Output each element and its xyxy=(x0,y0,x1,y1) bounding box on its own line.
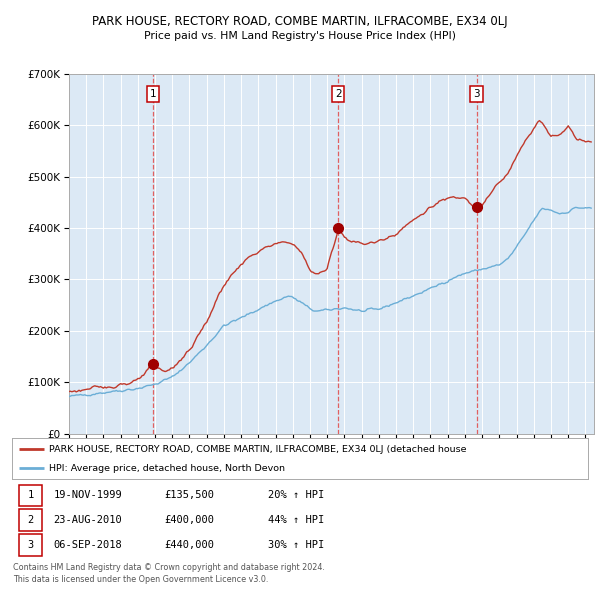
FancyBboxPatch shape xyxy=(19,510,42,531)
Text: This data is licensed under the Open Government Licence v3.0.: This data is licensed under the Open Gov… xyxy=(13,575,269,584)
Text: HPI: Average price, detached house, North Devon: HPI: Average price, detached house, Nort… xyxy=(49,464,286,473)
Text: 1: 1 xyxy=(28,490,34,500)
Text: 1: 1 xyxy=(149,89,157,99)
Text: 3: 3 xyxy=(473,89,480,99)
Text: PARK HOUSE, RECTORY ROAD, COMBE MARTIN, ILFRACOMBE, EX34 0LJ (detached house: PARK HOUSE, RECTORY ROAD, COMBE MARTIN, … xyxy=(49,445,467,454)
FancyBboxPatch shape xyxy=(19,535,42,556)
Text: 3: 3 xyxy=(28,540,34,550)
Text: Price paid vs. HM Land Registry's House Price Index (HPI): Price paid vs. HM Land Registry's House … xyxy=(144,31,456,41)
Text: 30% ↑ HPI: 30% ↑ HPI xyxy=(268,540,325,550)
Text: 23-AUG-2010: 23-AUG-2010 xyxy=(53,516,122,525)
Text: 44% ↑ HPI: 44% ↑ HPI xyxy=(268,516,325,525)
Text: 06-SEP-2018: 06-SEP-2018 xyxy=(53,540,122,550)
Text: 19-NOV-1999: 19-NOV-1999 xyxy=(53,490,122,500)
Text: PARK HOUSE, RECTORY ROAD, COMBE MARTIN, ILFRACOMBE, EX34 0LJ: PARK HOUSE, RECTORY ROAD, COMBE MARTIN, … xyxy=(92,15,508,28)
Text: Contains HM Land Registry data © Crown copyright and database right 2024.: Contains HM Land Registry data © Crown c… xyxy=(13,563,325,572)
Text: 20% ↑ HPI: 20% ↑ HPI xyxy=(268,490,325,500)
Text: 2: 2 xyxy=(28,516,34,525)
Text: £135,500: £135,500 xyxy=(164,490,215,500)
FancyBboxPatch shape xyxy=(19,484,42,506)
Text: £400,000: £400,000 xyxy=(164,516,215,525)
Text: £440,000: £440,000 xyxy=(164,540,215,550)
Text: 2: 2 xyxy=(335,89,341,99)
